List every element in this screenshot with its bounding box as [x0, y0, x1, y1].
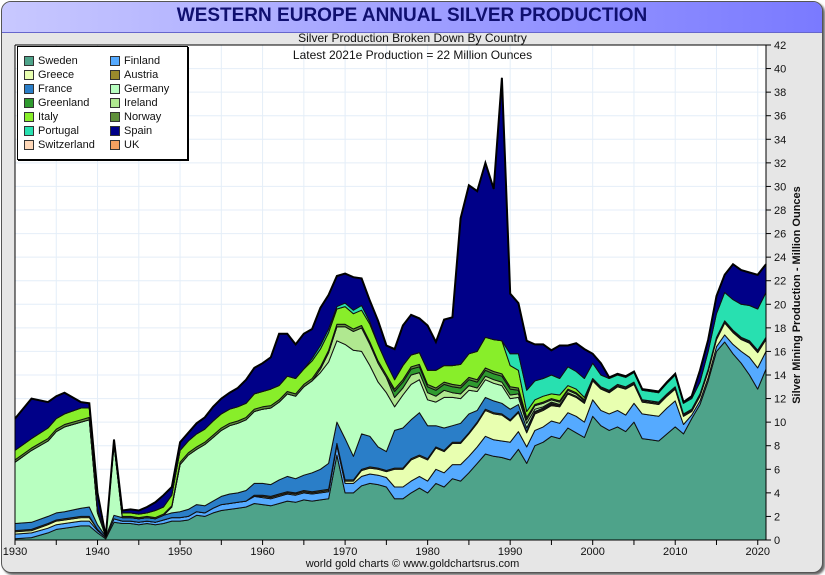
legend-label: Finland	[124, 55, 161, 67]
y-tick-label: 18	[774, 323, 786, 335]
y-tick-label: 16	[774, 346, 786, 358]
x-tick-label: 1960	[250, 546, 274, 558]
x-tick-label: 1950	[168, 546, 192, 558]
legend-swatch	[24, 56, 34, 66]
legend-label: Greenland	[38, 97, 90, 109]
legend-label: Ireland	[124, 97, 158, 109]
x-tick-label: 1990	[498, 546, 522, 558]
title-bar: WESTERN EUROPE ANNUAL SILVER PRODUCTION	[2, 2, 822, 33]
chart-title: WESTERN EUROPE ANNUAL SILVER PRODUCTION	[176, 5, 648, 26]
legend-item-ireland: Ireland	[110, 97, 158, 109]
legend-item-sweden: Sweden	[24, 55, 78, 67]
legend-label: Norway	[124, 111, 162, 123]
legend-label: UK	[124, 139, 140, 151]
legend-item-italy: Italy	[24, 111, 58, 123]
legend-label: Spain	[124, 125, 153, 137]
legend-swatch	[24, 70, 34, 80]
legend-swatch	[110, 126, 120, 136]
legend-label: Greece	[38, 69, 75, 81]
y-tick-label: 24	[774, 252, 786, 264]
total-outline	[14, 77, 767, 537]
legend-swatch	[24, 140, 34, 150]
legend-item-greece: Greece	[24, 69, 74, 81]
legend: Sweden Finland Greece Austria France Germany G…	[17, 46, 188, 160]
x-tick-label: 1930	[3, 546, 27, 558]
y-tick-label: 32	[774, 158, 786, 170]
y-tick-label: 14	[774, 370, 786, 382]
y-tick-label: 2	[774, 511, 780, 523]
legend-label: Italy	[38, 111, 59, 123]
legend-item-france: France	[24, 83, 72, 95]
legend-item-spain: Spain	[110, 125, 152, 137]
legend-swatch	[24, 112, 34, 122]
legend-swatch	[110, 70, 120, 80]
legend-item-switzerland: Switzerland	[24, 139, 95, 151]
footer-credit: world gold charts © www.goldchartsrus.co…	[305, 558, 520, 570]
y-tick-label: 6	[774, 464, 780, 476]
y-tick-label: 42	[774, 40, 786, 52]
y-axis-label: Silver Mining Production - Million Ounce…	[791, 186, 803, 404]
chart-annotation: Latest 2021e Production = 22 Million Oun…	[292, 48, 533, 62]
legend-item-germany: Germany	[110, 83, 169, 95]
y-tick-label: 0	[774, 535, 780, 547]
legend-item-norway: Norway	[110, 111, 161, 123]
x-tick-label: 1970	[333, 546, 357, 558]
y-tick-label: 28	[774, 205, 786, 217]
legend-label: Switzerland	[38, 139, 95, 151]
legend-item-austria: Austria	[110, 69, 158, 81]
legend-label: Germany	[124, 83, 170, 95]
legend-item-finland: Finland	[110, 55, 160, 67]
x-tick-label: 1980	[415, 546, 439, 558]
legend-swatch	[110, 56, 120, 66]
y-tick-label: 40	[774, 64, 786, 76]
y-tick-label: 10	[774, 417, 786, 429]
y-tick-label: 34	[774, 134, 786, 146]
legend-swatch	[24, 126, 34, 136]
legend-swatch	[110, 84, 120, 94]
legend-swatch	[24, 98, 34, 108]
x-tick-label: 2010	[663, 546, 687, 558]
chart-subtitle: Silver Production Broken Down By Country	[298, 31, 527, 45]
legend-item-uk: UK	[110, 139, 139, 151]
x-tick-label: 2020	[746, 546, 770, 558]
legend-label: France	[38, 83, 73, 95]
y-tick-label: 26	[774, 229, 786, 241]
y-tick-label: 36	[774, 111, 786, 123]
axes: 0246810121416182022242628303234363840421…	[3, 40, 786, 558]
legend-swatch	[24, 84, 34, 94]
x-tick-label: 1940	[85, 546, 109, 558]
legend-swatch	[110, 112, 120, 122]
legend-item-greenland: Greenland	[24, 97, 89, 109]
legend-label: Sweden	[38, 55, 78, 67]
legend-swatch	[110, 140, 120, 150]
y-tick-label: 4	[774, 488, 780, 500]
x-tick-label: 2000	[580, 546, 604, 558]
y-tick-label: 12	[774, 394, 786, 406]
y-tick-label: 20	[774, 299, 786, 311]
legend-label: Austria	[124, 69, 159, 81]
legend-item-portugal: Portugal	[24, 125, 79, 137]
y-tick-label: 38	[774, 87, 786, 99]
y-tick-label: 8	[774, 441, 780, 453]
legend-swatch	[110, 98, 120, 108]
legend-label: Portugal	[38, 125, 79, 137]
y-tick-label: 22	[774, 276, 786, 288]
y-tick-label: 30	[774, 181, 786, 193]
